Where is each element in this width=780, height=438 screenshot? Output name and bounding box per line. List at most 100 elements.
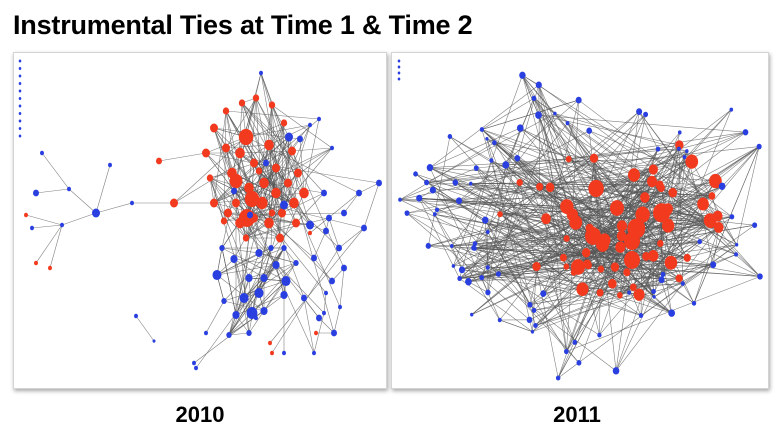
- network-edge: [461, 131, 746, 271]
- network-node-blue: [526, 316, 533, 324]
- network-node-red: [264, 139, 274, 151]
- network-edge: [338, 227, 365, 249]
- network-node-blue: [404, 210, 410, 216]
- graph-2011-nodes: [397, 59, 763, 381]
- network-edge: [667, 151, 688, 226]
- network-node-blue: [331, 329, 337, 337]
- network-node-red: [655, 180, 664, 190]
- network-node-red: [565, 155, 572, 163]
- network-node-red: [628, 168, 640, 182]
- network-node-blue: [281, 244, 287, 252]
- network-node-blue: [231, 187, 237, 195]
- network-edge: [487, 127, 521, 233]
- network-edge: [481, 99, 579, 130]
- network-edge: [216, 274, 265, 312]
- network-edge: [68, 188, 97, 214]
- network-edge: [476, 167, 576, 343]
- network-edge: [243, 262, 297, 299]
- network-node-red: [229, 173, 243, 189]
- network-edge: [228, 332, 250, 336]
- network-edge: [158, 152, 207, 162]
- network-node-blue: [311, 254, 317, 262]
- network-node-red: [607, 278, 617, 289]
- network-node-blue: [221, 297, 227, 305]
- network-edge: [533, 98, 568, 124]
- network-node-blue: [451, 264, 456, 268]
- network-node-red: [259, 177, 269, 189]
- network-node-blue: [285, 132, 293, 142]
- network-node-red: [156, 157, 162, 165]
- network-edge: [406, 212, 600, 336]
- network-edge: [538, 114, 746, 133]
- network-node-red: [268, 101, 276, 109]
- network-node-blue: [247, 211, 253, 219]
- network-node-blue: [482, 216, 489, 224]
- network-edge: [271, 104, 333, 149]
- network-node-blue: [92, 208, 100, 218]
- network-node-red: [629, 283, 637, 291]
- network-edge: [251, 262, 297, 314]
- network-node-blue: [192, 360, 196, 366]
- network-edge: [245, 124, 311, 138]
- network-node-red: [222, 143, 230, 153]
- network-edge: [459, 278, 533, 333]
- network-edge: [251, 198, 333, 282]
- network-edge: [271, 104, 311, 226]
- network-edge: [268, 104, 273, 224]
- network-edge: [225, 110, 260, 254]
- network-node-blue: [338, 304, 342, 310]
- network-edge: [309, 192, 360, 234]
- network-node-blue: [540, 290, 547, 297]
- network-edge: [568, 158, 673, 193]
- network-node-red: [616, 220, 628, 232]
- network-edge: [566, 150, 687, 207]
- network-edge: [35, 224, 63, 264]
- network-node-red: [668, 187, 678, 198]
- network-node-blue: [479, 275, 485, 281]
- network-edge: [406, 200, 460, 214]
- network-node-blue: [424, 179, 430, 186]
- network-edge: [243, 264, 277, 299]
- network-edge: [615, 243, 661, 371]
- network-node-blue: [18, 82, 22, 85]
- network-node-blue: [668, 309, 676, 317]
- network-node-red: [292, 218, 300, 228]
- network-node-red: [288, 146, 296, 156]
- network-node-blue: [230, 254, 238, 264]
- network-node-red: [232, 198, 240, 208]
- network-edge: [271, 212, 305, 299]
- network-edge: [205, 300, 225, 334]
- network-node-blue: [219, 244, 225, 252]
- network-edge: [173, 144, 270, 204]
- network-node-blue: [479, 127, 485, 132]
- network-edge: [223, 110, 227, 222]
- network-edge: [535, 286, 634, 326]
- network-edge: [481, 98, 535, 130]
- network-node-blue: [469, 181, 473, 186]
- network-edge: [522, 75, 713, 197]
- network-node-blue: [397, 59, 401, 63]
- network-edge: [41, 152, 70, 190]
- network-node-blue: [301, 294, 307, 302]
- network-edge: [303, 118, 320, 194]
- network-node-blue: [297, 135, 303, 143]
- network-edge: [249, 212, 345, 216]
- network-node-blue: [456, 197, 463, 205]
- network-edge: [260, 72, 273, 106]
- network-node-red: [299, 187, 309, 199]
- network-node-blue: [677, 146, 681, 151]
- network-node-blue: [18, 112, 22, 115]
- network-edge: [235, 180, 277, 266]
- network-edge: [736, 146, 760, 245]
- network-node-red: [289, 197, 299, 209]
- network-edge: [195, 247, 285, 369]
- network-edge: [458, 200, 602, 270]
- network-node-blue: [361, 224, 367, 232]
- network-node-blue: [473, 165, 479, 171]
- network-edge: [303, 297, 315, 354]
- network-node-blue: [660, 271, 666, 277]
- network-edge: [243, 247, 285, 299]
- network-edge: [263, 124, 311, 184]
- network-edge: [426, 161, 692, 183]
- network-node-red: [596, 288, 604, 297]
